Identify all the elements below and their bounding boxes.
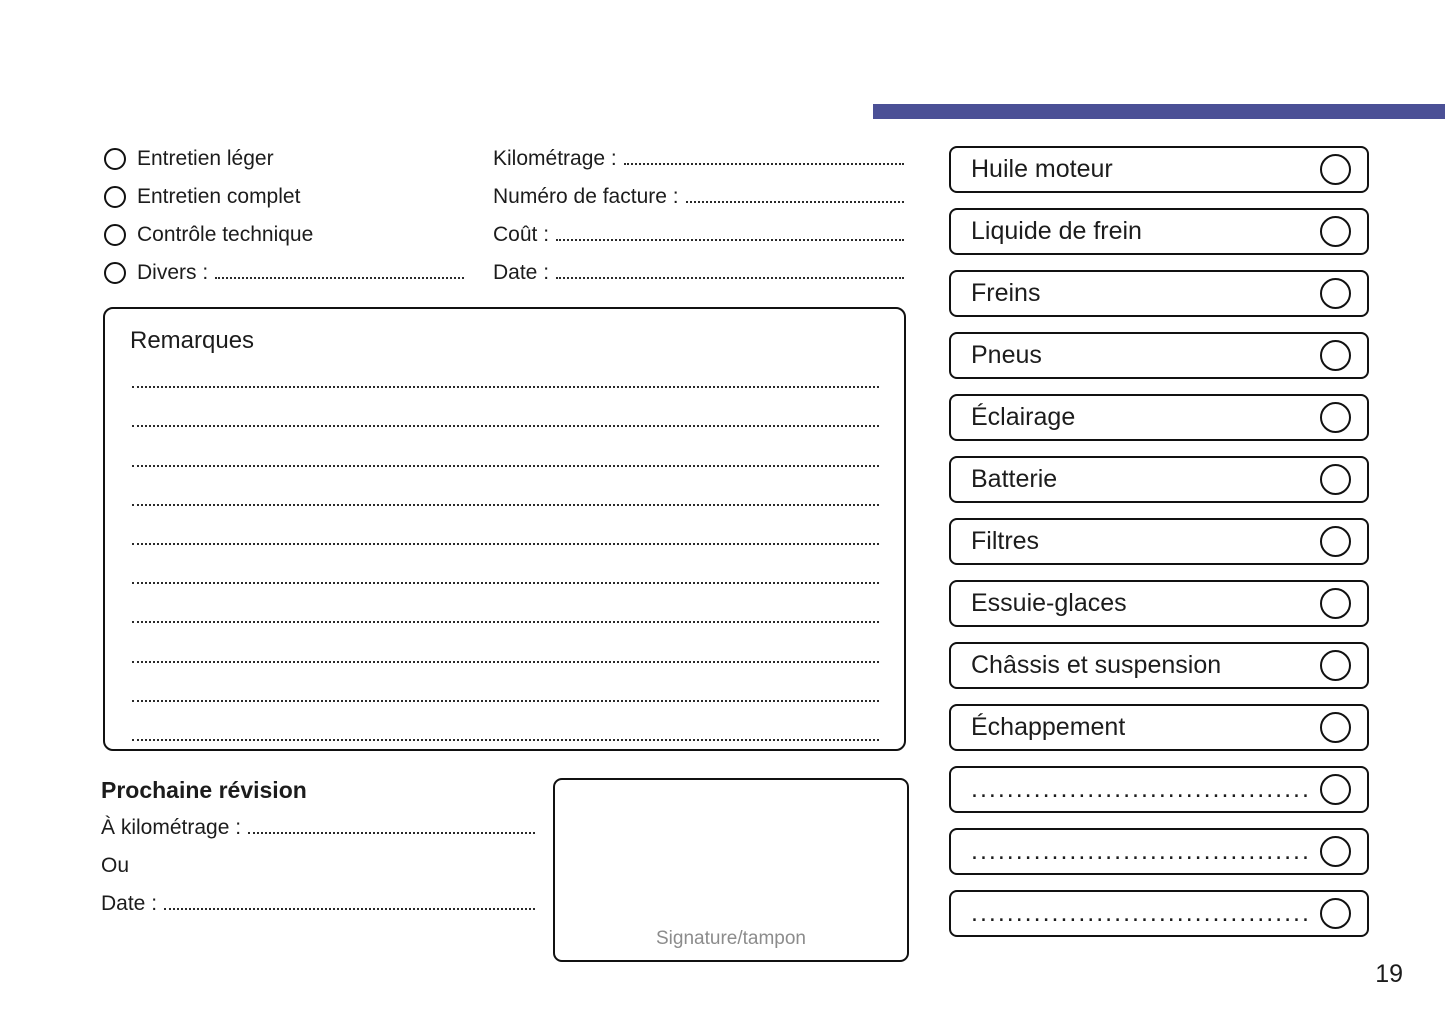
divers-write-in-line[interactable] [215,263,464,279]
checklist-label: Liquide de frein [971,217,1142,245]
check-circle-icon[interactable] [1320,774,1351,805]
checklist-label: Filtres [971,527,1040,555]
field-label: Kilométrage : [493,147,617,170]
checklist-label: Freins [971,279,1041,307]
field-numero-facture: Numéro de facture : [493,178,906,216]
remarks-title: Remarques [130,327,255,354]
checklist-item-chassis-et-suspension[interactable]: Châssis et suspension [949,642,1369,689]
next-service-or: Ou [101,847,537,885]
option-controle-technique[interactable]: Contrôle technique [104,216,466,254]
checklist-item-eclairage[interactable]: Éclairage [949,394,1369,441]
radio-icon[interactable] [104,262,126,284]
checklist-item-liquide-de-frein[interactable]: Liquide de frein [949,208,1369,255]
radio-icon[interactable] [104,148,126,170]
kilometrage-write-in-line[interactable] [623,149,904,165]
checklist-item-blank-2[interactable]: ...................................... [949,828,1369,875]
checklist-item-essuie-glaces[interactable]: Essuie-glaces [949,580,1369,627]
check-circle-icon[interactable] [1320,526,1351,557]
signature-label: Signature/tampon [656,928,806,949]
remarks-writing-lines [132,349,879,741]
remarks-line[interactable] [132,663,879,702]
date-write-in-line[interactable] [556,263,904,279]
check-circle-icon[interactable] [1320,898,1351,929]
inspection-checklist: Huile moteur Liquide de frein Freins Pne… [949,146,1369,952]
cout-write-in-line[interactable] [556,225,904,241]
field-label: Coût : [493,223,550,246]
checklist-item-blank-3[interactable]: ...................................... [949,890,1369,937]
service-type-options: Entretien léger Entretien complet Contrô… [104,140,466,292]
field-label: Date : [101,892,158,915]
page-number: 19 [1375,960,1403,988]
check-circle-icon[interactable] [1320,836,1351,867]
check-circle-icon[interactable] [1320,588,1351,619]
check-circle-icon[interactable] [1320,154,1351,185]
field-date: Date : [493,254,906,292]
checklist-label: Huile moteur [971,155,1113,183]
checklist-item-echappement[interactable]: Échappement [949,704,1369,751]
option-entretien-leger[interactable]: Entretien léger [104,140,466,178]
next-service-section: Prochaine révision À kilométrage : Ou Da… [101,775,537,923]
numero-facture-write-in-line[interactable] [685,187,904,203]
check-circle-icon[interactable] [1320,340,1351,371]
remarks-line[interactable] [132,702,879,741]
remarks-line[interactable] [132,349,879,389]
checklist-item-huile-moteur[interactable]: Huile moteur [949,146,1369,193]
field-label: À kilométrage : [101,816,242,839]
checklist-item-batterie[interactable]: Batterie [949,456,1369,503]
remarks-line[interactable] [132,623,879,663]
checklist-item-pneus[interactable]: Pneus [949,332,1369,379]
checklist-item-freins[interactable]: Freins [949,270,1369,317]
checklist-blank-write-in[interactable]: ...................................... [971,837,1311,865]
check-circle-icon[interactable] [1320,650,1351,681]
field-label: Ou [101,854,130,877]
option-label: Contrôle technique [137,223,314,246]
next-km-write-in-line[interactable] [248,818,535,834]
checklist-label: Éclairage [971,403,1076,431]
remarks-line[interactable] [132,545,879,585]
signature-stamp-box[interactable]: Signature/tampon [553,778,909,962]
checklist-label: Batterie [971,465,1058,493]
checklist-blank-write-in[interactable]: ...................................... [971,775,1311,803]
remarks-line[interactable] [132,506,879,545]
radio-icon[interactable] [104,224,126,246]
checklist-blank-write-in[interactable]: ...................................... [971,899,1311,927]
field-kilometrage: Kilométrage : [493,140,906,178]
option-label: Divers : [137,261,209,284]
check-circle-icon[interactable] [1320,712,1351,743]
remarks-line[interactable] [132,427,879,467]
next-date-write-in-line[interactable] [164,894,535,910]
option-divers[interactable]: Divers : [104,254,466,292]
check-circle-icon[interactable] [1320,464,1351,495]
checklist-label: Châssis et suspension [971,651,1222,679]
check-circle-icon[interactable] [1320,402,1351,433]
checklist-label: Essuie-glaces [971,589,1127,617]
next-service-date: Date : [101,885,537,923]
field-cout: Coût : [493,216,906,254]
invoice-fields: Kilométrage : Numéro de facture : Coût :… [493,140,906,292]
option-entretien-complet[interactable]: Entretien complet [104,178,466,216]
option-label: Entretien léger [137,147,274,170]
checklist-item-blank-1[interactable]: ...................................... [949,766,1369,813]
checklist-item-filtres[interactable]: Filtres [949,518,1369,565]
next-service-title: Prochaine révision [101,777,307,803]
remarks-box: Remarques [103,307,906,751]
option-label: Entretien complet [137,185,301,208]
radio-icon[interactable] [104,186,126,208]
next-service-km: À kilométrage : [101,809,537,847]
field-label: Date : [493,261,550,284]
remarks-line[interactable] [132,584,879,624]
field-label: Numéro de facture : [493,185,679,208]
check-circle-icon[interactable] [1320,216,1351,247]
check-circle-icon[interactable] [1320,278,1351,309]
checklist-label: Échappement [971,713,1126,741]
remarks-line[interactable] [132,467,879,506]
accent-bar [873,104,1445,119]
remarks-line[interactable] [132,388,879,428]
checklist-label: Pneus [971,341,1042,369]
